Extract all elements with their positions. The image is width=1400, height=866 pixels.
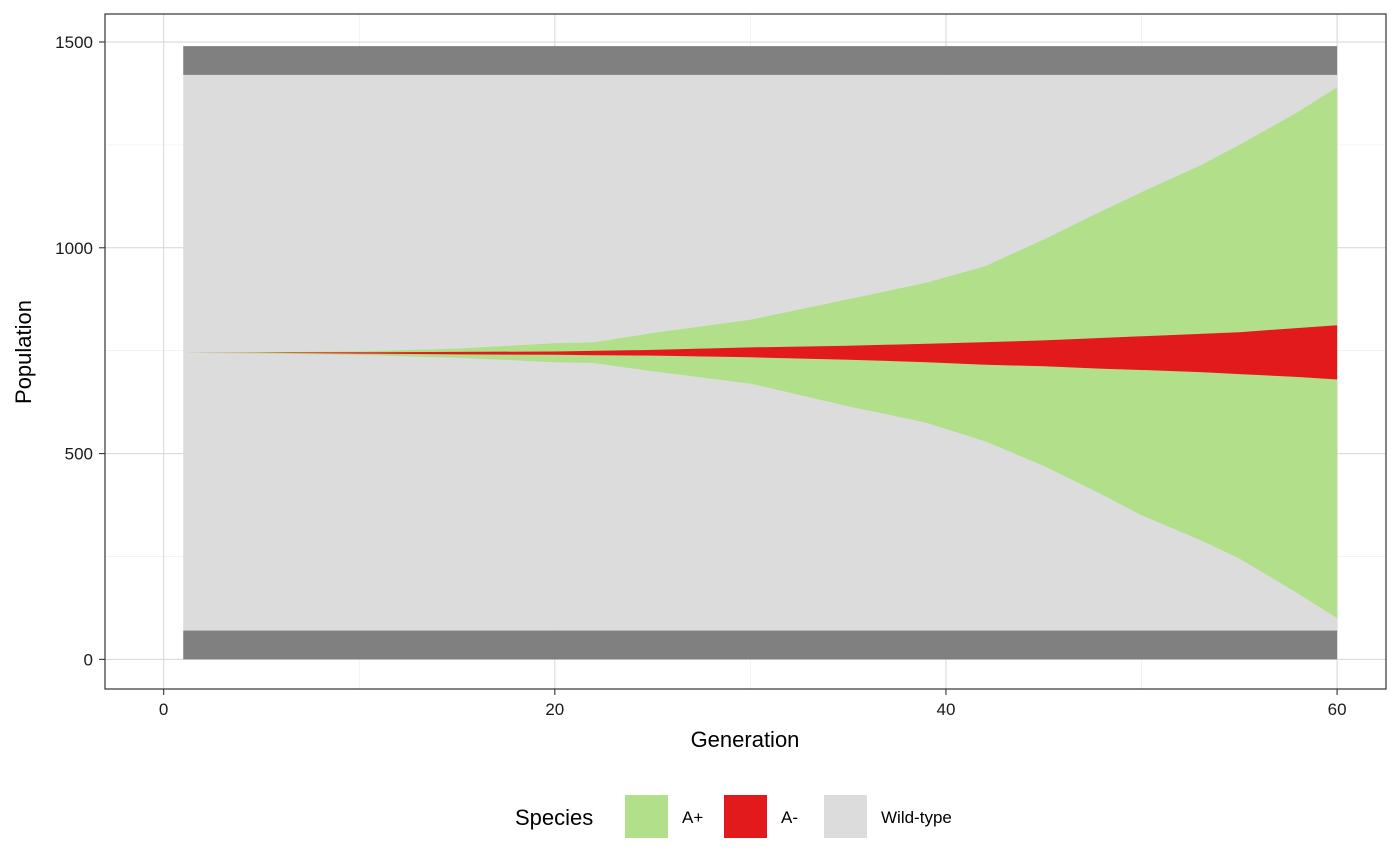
legend-key-a_minus [724, 795, 767, 838]
x-tick-label: 60 [1328, 700, 1347, 719]
legend-title: Species [515, 805, 593, 830]
x-axis-title: Generation [691, 727, 800, 752]
y-tick-label: 1000 [55, 239, 93, 258]
legend-label-a_minus: A- [781, 808, 798, 827]
x-tick-label: 20 [545, 700, 564, 719]
y-tick-label: 500 [65, 445, 93, 464]
top-bar [183, 46, 1338, 75]
y-tick-label: 1500 [55, 33, 93, 52]
y-tick-label: 0 [84, 650, 93, 669]
legend-label-wild_type: Wild-type [881, 808, 952, 827]
a-plus-upper-area [183, 87, 1338, 380]
a-minus-area [183, 325, 1338, 380]
bar-layers [183, 46, 1338, 660]
legend-key-a_plus [625, 795, 668, 838]
area-layers [183, 74, 1338, 631]
a-plus-lower-area [183, 352, 1338, 619]
legend-key-wild_type [824, 795, 867, 838]
y-axis: 0 500 1000 1500 [55, 33, 105, 669]
legend: Species A+ A- Wild-type [515, 795, 952, 838]
legend-label-a_plus: A+ [682, 808, 703, 827]
x-axis: 0 20 40 60 [159, 689, 1347, 719]
x-tick-label: 0 [159, 700, 168, 719]
plot-panel-border [104, 13, 1387, 690]
y-axis-title: Population [11, 300, 36, 404]
bottom-bar [183, 630, 1338, 660]
x-tick-label: 40 [937, 700, 956, 719]
